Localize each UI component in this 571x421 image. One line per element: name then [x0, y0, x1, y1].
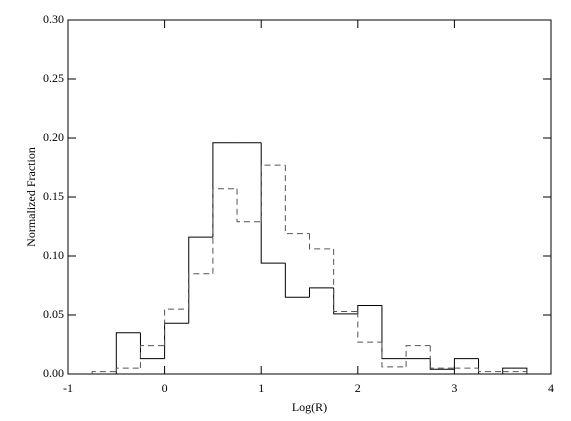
y-tick-label: 0.15 — [43, 189, 64, 203]
histogram-step — [164, 322, 189, 359]
histogram-step — [188, 236, 213, 324]
x-tick-label: 0 — [162, 381, 168, 395]
plot-frame — [67, 19, 552, 375]
histogram-step — [139, 332, 165, 360]
y-tick-label: 0.05 — [43, 307, 64, 321]
y-axis-label: Normalized Fraction — [24, 147, 38, 247]
histogram-step — [333, 248, 358, 312]
histogram-step — [502, 367, 528, 374]
x-tick-label: 1 — [258, 381, 264, 395]
histogram-step — [453, 358, 479, 370]
y-tick-label: 0.20 — [43, 130, 64, 144]
histogram-step — [284, 165, 310, 235]
y-tick-label: 0.10 — [43, 248, 64, 262]
histogram-step — [429, 345, 455, 369]
histogram-step — [212, 188, 238, 274]
histogram-step — [309, 287, 334, 298]
histogram-step — [405, 345, 431, 367]
histogram-step — [260, 164, 286, 222]
histogram-step — [381, 342, 407, 368]
histogram-step — [309, 233, 334, 250]
x-tick-label: -1 — [63, 381, 73, 395]
histogram-step — [91, 371, 117, 374]
histogram-step — [333, 287, 358, 315]
histogram-step — [357, 305, 382, 314]
histogram-step — [115, 332, 141, 374]
x-tick-label: 2 — [355, 381, 361, 395]
histogram-step — [478, 358, 503, 375]
y-tick-label: 0.30 — [43, 12, 64, 26]
histogram-step — [429, 358, 455, 370]
histogram-step — [139, 345, 165, 369]
histogram-step — [284, 263, 310, 298]
histogram-step — [164, 308, 189, 346]
x-tick-label: 4 — [548, 381, 554, 395]
histogram-step — [188, 273, 213, 310]
histogram-step — [381, 305, 407, 360]
histogram-step — [212, 142, 238, 238]
histogram-step — [502, 371, 528, 374]
histogram-step — [115, 367, 141, 372]
y-tick-label: 0.25 — [43, 71, 64, 85]
histogram-step — [236, 188, 262, 223]
y-tick-label: 0.00 — [43, 366, 64, 380]
histogram-step — [357, 311, 382, 343]
x-tick-label: 3 — [451, 381, 457, 395]
histogram-step — [260, 142, 286, 264]
histogram-step — [478, 368, 503, 373]
x-axis-label: Log(R) — [292, 400, 327, 414]
